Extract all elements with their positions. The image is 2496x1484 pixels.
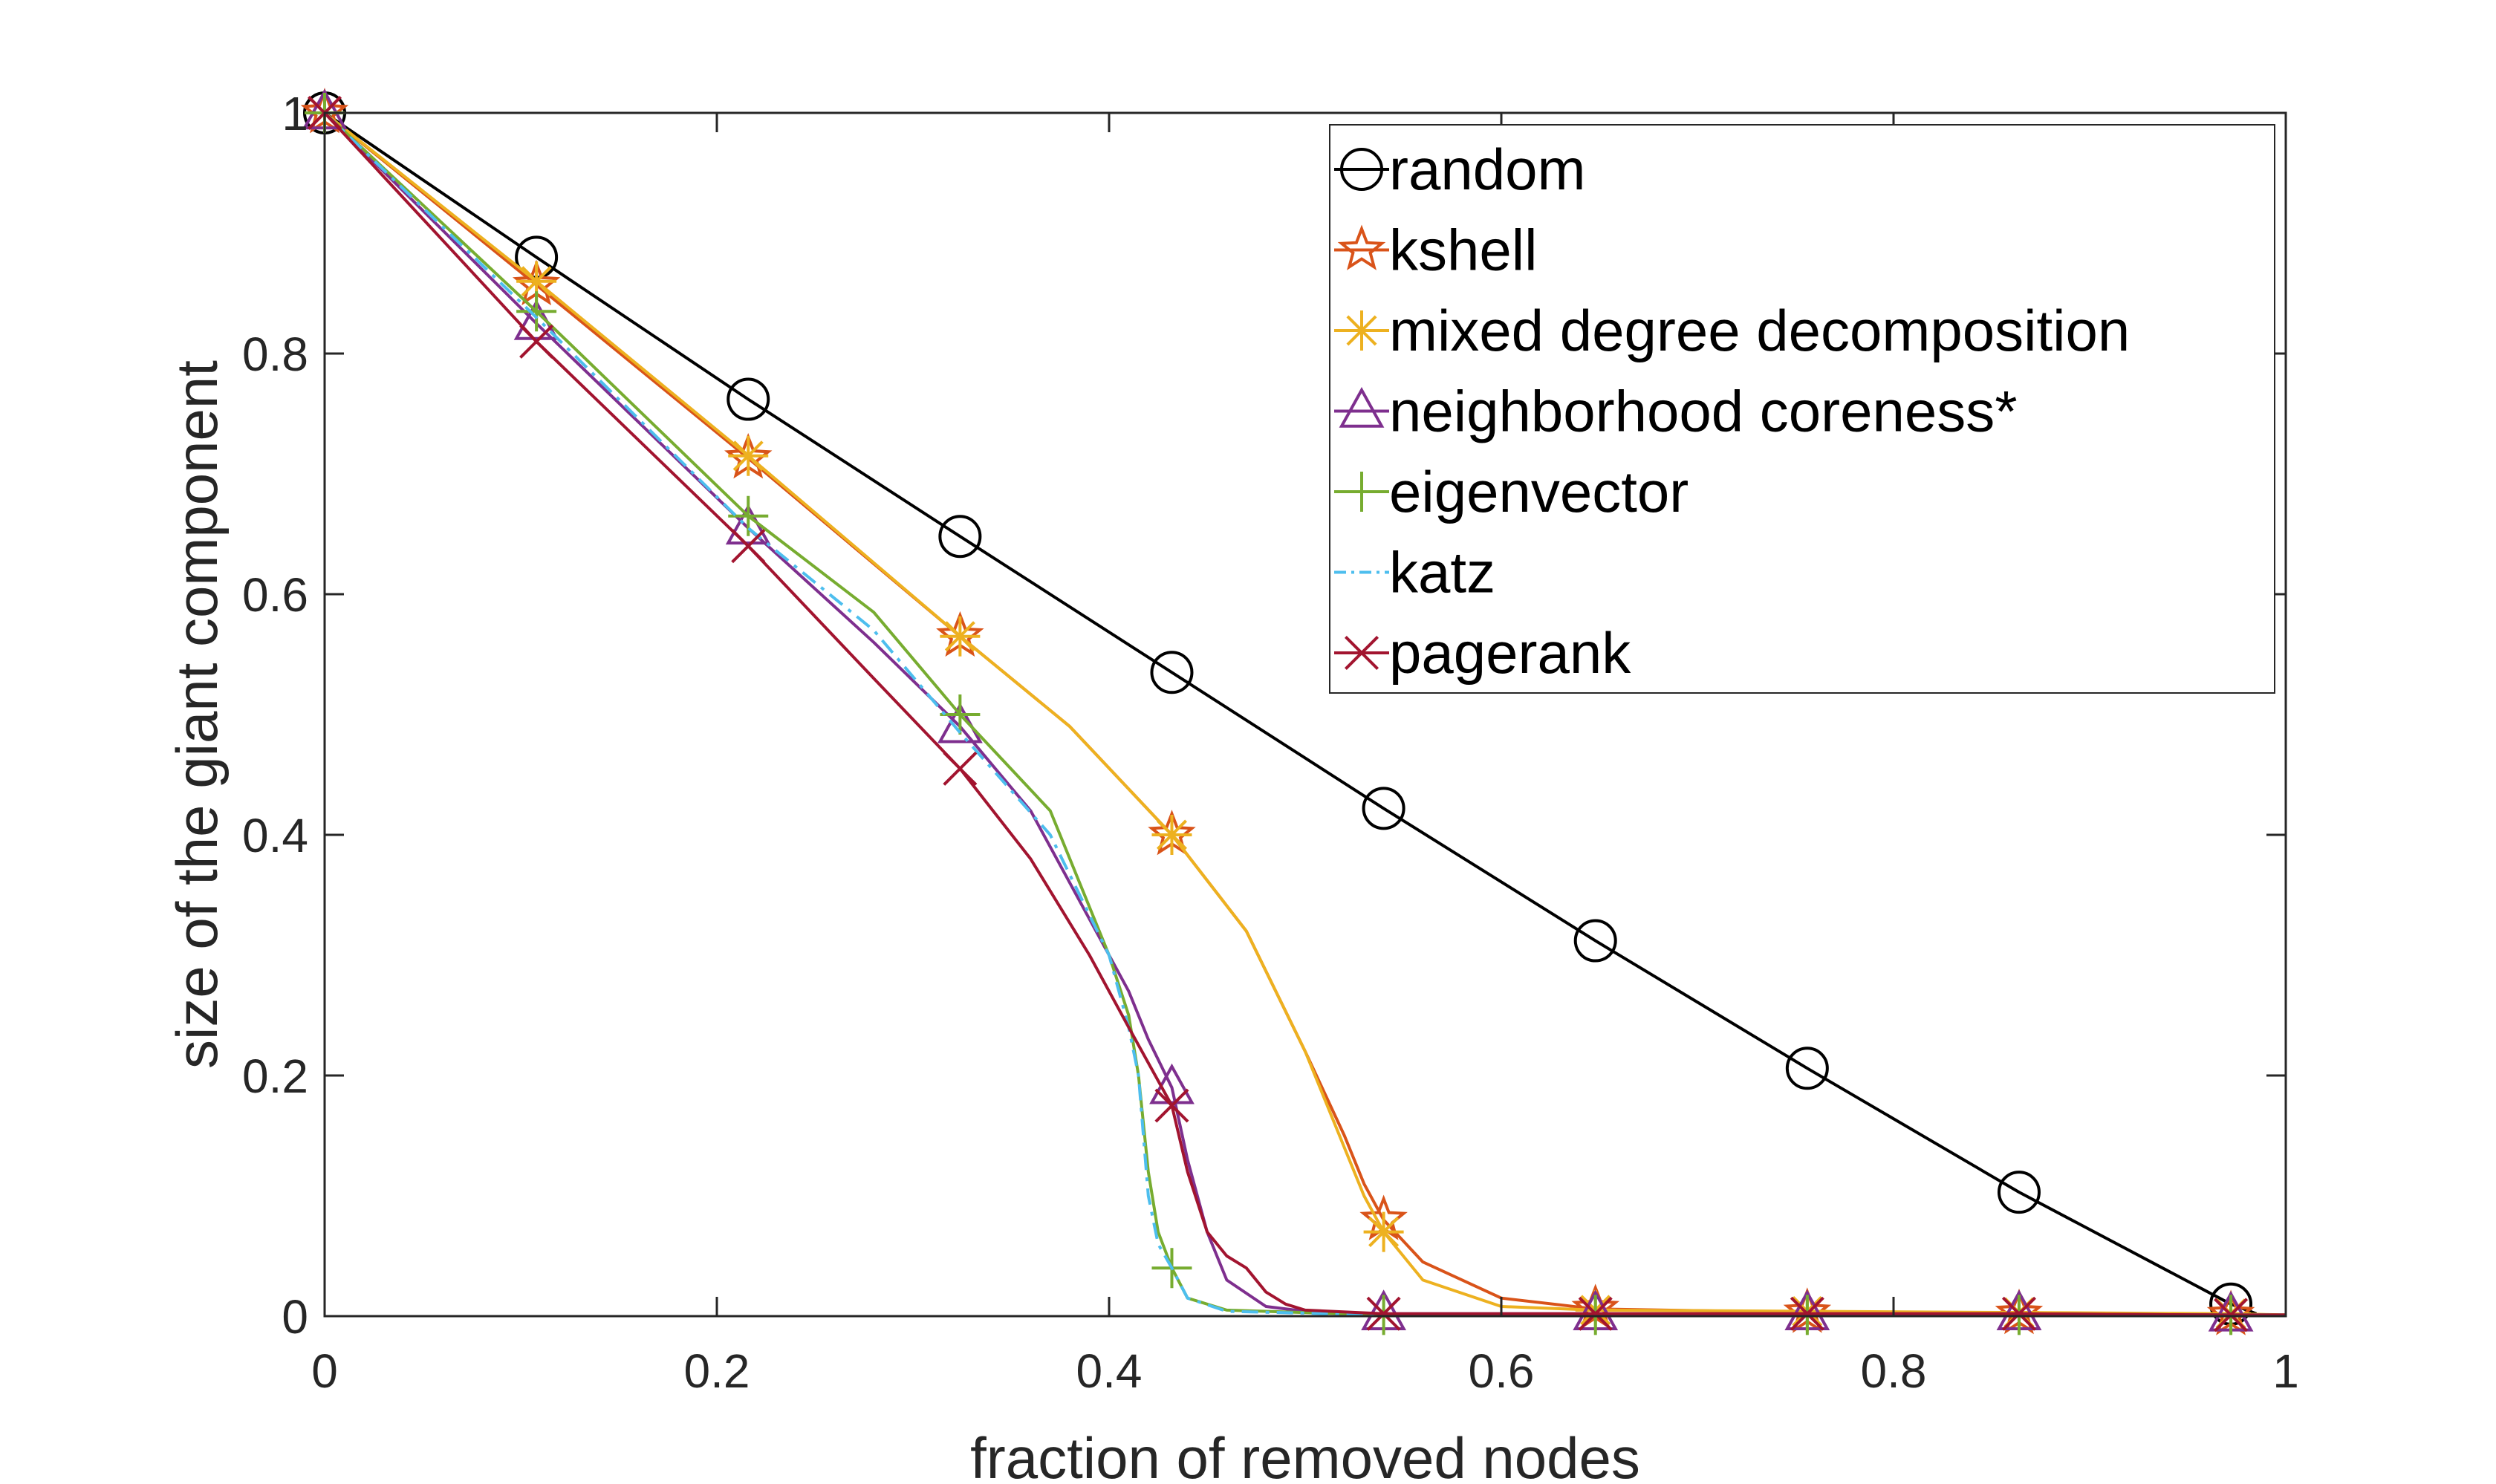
marker-pagerank-5 bbox=[1366, 1296, 1401, 1331]
marker-pagerank-6 bbox=[1578, 1296, 1613, 1331]
series-line-pagerank bbox=[323, 111, 2286, 1317]
marker-random-5 bbox=[1362, 787, 1405, 830]
x-tick-label-1: 0.2 bbox=[684, 1344, 750, 1398]
axes-box bbox=[323, 111, 2287, 1318]
marker-pagerank-8 bbox=[2001, 1296, 2036, 1331]
marker-mixed-degree-decomposition-3 bbox=[940, 616, 981, 657]
legend-item-pagerank: pagerank bbox=[1334, 620, 1631, 686]
x-tick-label-3: 0.6 bbox=[1469, 1344, 1535, 1398]
legend-marker-neighborhood-coreness bbox=[1339, 386, 1385, 428]
legend-box bbox=[1329, 124, 2275, 694]
legend-label-eigenvector: eigenvector bbox=[1389, 459, 1689, 524]
series-line-katz bbox=[323, 111, 2286, 1317]
marker-pagerank-3 bbox=[943, 751, 978, 786]
marker-random-7 bbox=[1785, 1047, 1829, 1090]
x-axis-title: fraction of removed nodes bbox=[970, 1425, 1640, 1484]
series-layer bbox=[300, 88, 2287, 1335]
marker-eigenvector-3 bbox=[940, 694, 981, 735]
marker-random-6 bbox=[1573, 919, 1617, 963]
legend-label-pagerank: pagerank bbox=[1389, 620, 1631, 686]
marker-random-3 bbox=[938, 515, 982, 559]
marker-mixed-degree-decomposition-2 bbox=[728, 435, 769, 476]
y-tick-label-0: 0 bbox=[282, 1290, 308, 1344]
y-tick-label-3: 0.6 bbox=[242, 568, 308, 622]
marker-mixed-degree-decomposition-4 bbox=[1151, 815, 1192, 855]
legend: random kshell mixed degree decomposition ne… bbox=[1329, 124, 2275, 694]
legend-label-random: random bbox=[1389, 137, 1585, 202]
legend-item-mixed-degree-decomposition: mixed degree decomposition bbox=[1334, 298, 2130, 363]
legend-item-katz: katz bbox=[1334, 540, 1495, 605]
legend-marker-kshell bbox=[1337, 224, 1386, 270]
series-line-mixed-degree-decomposition bbox=[323, 111, 2287, 1317]
marker-random-2 bbox=[727, 377, 770, 421]
marker-mixed-degree-decomposition-5 bbox=[1363, 1211, 1404, 1252]
marker-pagerank-7 bbox=[1790, 1296, 1824, 1331]
marker-pagerank-1 bbox=[519, 324, 554, 359]
legend-item-kshell: kshell bbox=[1334, 218, 1537, 283]
y-axis-title: size of the giant component bbox=[164, 360, 230, 1069]
legend-item-eigenvector: eigenvector bbox=[1334, 459, 1689, 524]
axes-layer bbox=[323, 111, 2287, 1318]
series-katz bbox=[323, 111, 2286, 1317]
marker-pagerank-2 bbox=[731, 529, 766, 564]
legend-item-random: random bbox=[1334, 137, 1585, 202]
y-tick-label-2: 0.4 bbox=[242, 809, 308, 862]
legend-label-mixed-degree-decomposition: mixed degree decomposition bbox=[1389, 298, 2130, 363]
legend-label-neighborhood-coreness: neighborhood coreness* bbox=[1389, 379, 2018, 444]
x-tick-label-0: 0 bbox=[311, 1344, 338, 1398]
y-tick-label-5: 1 bbox=[282, 87, 308, 140]
legend-marker-eigenvector bbox=[1342, 472, 1382, 512]
series-line-random bbox=[323, 111, 2258, 1315]
y-tick-label-1: 0.2 bbox=[242, 1049, 308, 1103]
x-tick-label-4: 0.8 bbox=[1861, 1344, 1927, 1398]
x-tick-label-2: 0.4 bbox=[1076, 1344, 1143, 1398]
legend-marker-random bbox=[1340, 148, 1383, 191]
legend-label-kshell: kshell bbox=[1389, 218, 1537, 283]
legend-marker-pagerank bbox=[1344, 635, 1379, 671]
marker-pagerank-9 bbox=[2214, 1298, 2249, 1332]
legend-label-katz: katz bbox=[1389, 540, 1495, 605]
marker-random-8 bbox=[1997, 1171, 2041, 1214]
marker-eigenvector-1 bbox=[516, 291, 557, 332]
legend-marker-mixed-degree-decomposition bbox=[1342, 310, 1382, 351]
legend-item-neighborhood-coreness: neighborhood coreness* bbox=[1334, 379, 2018, 444]
x-tick-label-5: 1 bbox=[2272, 1344, 2299, 1398]
marker-random-4 bbox=[1150, 651, 1194, 694]
ticks-layer: 0 0.2 0.4 0.6 0.8 1 0 0.2 0.4 0.6 0.8 1 bbox=[242, 87, 2299, 1398]
marker-pagerank-4 bbox=[1154, 1088, 1189, 1123]
y-tick-label-4: 0.8 bbox=[242, 328, 308, 381]
